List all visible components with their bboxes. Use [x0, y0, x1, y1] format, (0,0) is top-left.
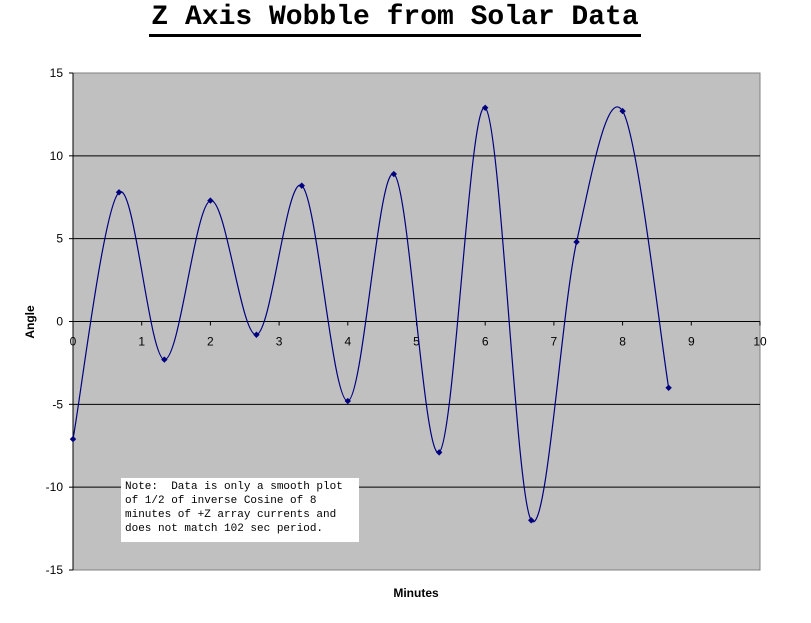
x-tick-label: 10: [753, 335, 767, 349]
data-point: [115, 189, 123, 196]
data-point: [161, 356, 168, 363]
note-annotation: Note: Data is only a smooth plot of 1/2 …: [121, 478, 359, 542]
data-markers: [69, 104, 672, 524]
x-tick-label: 9: [688, 335, 695, 349]
y-tick-label: -5: [52, 397, 63, 411]
x-tick-label: 8: [619, 335, 626, 349]
x-tick-label: 0: [70, 335, 77, 349]
y-tick-label: 15: [50, 66, 64, 80]
data-point: [665, 384, 672, 391]
x-tick-labels: 0 1 2 3 4 5 6 7 8 9 10: [70, 335, 767, 349]
y-tick-labels: 15 10 5 0 -5 -10 -15: [46, 66, 64, 577]
data-point: [482, 104, 489, 111]
data-point: [344, 397, 351, 405]
grid-lines: [73, 155, 760, 488]
y-tick-label: 0: [56, 315, 63, 329]
data-point: [435, 449, 443, 456]
y-tick-label: 10: [50, 149, 64, 163]
data-point: [573, 238, 580, 246]
x-tick-label: 5: [413, 335, 420, 349]
data-point: [253, 331, 260, 338]
y-tick-label: 5: [56, 232, 63, 246]
x-tick-label: 2: [207, 335, 214, 349]
data-point: [207, 197, 214, 204]
x-tick-label: 1: [138, 335, 145, 349]
x-tick-label: 3: [276, 335, 283, 349]
chart-title: Z Axis Wobble from Solar Data: [0, 2, 790, 37]
data-point: [298, 182, 305, 189]
x-tick-label: 7: [551, 335, 558, 349]
x-tick-label: 6: [482, 335, 489, 349]
x-axis-label: Minutes: [393, 586, 439, 600]
y-tick-label: -15: [46, 563, 64, 577]
data-point: [69, 435, 77, 443]
y-tick-label: -10: [46, 480, 64, 494]
chart-title-text: Z Axis Wobble from Solar Data: [149, 2, 641, 37]
data-point: [390, 170, 398, 178]
data-point: [619, 107, 626, 115]
x-tick-label: 4: [344, 335, 351, 349]
data-point: [528, 517, 535, 524]
y-axis-label: Angle: [23, 305, 37, 339]
